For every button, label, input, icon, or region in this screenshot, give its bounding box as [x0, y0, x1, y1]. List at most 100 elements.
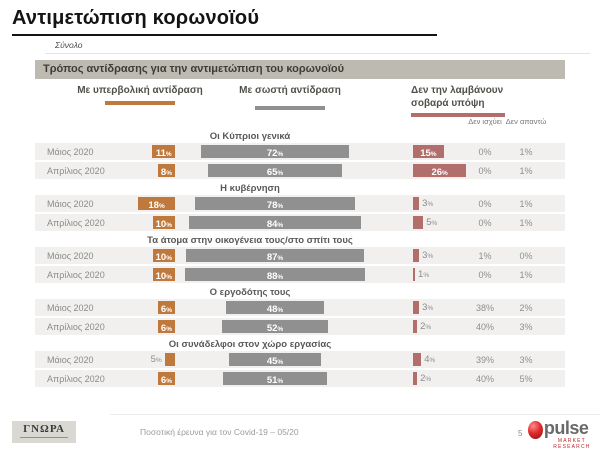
chart-group: Οι συνάδελφοι στον χώρο εργασίας Μάιος 20…: [35, 338, 565, 387]
no-answer-value: 3%: [519, 321, 533, 332]
pulse-logo: pulse market research: [528, 419, 600, 450]
correct-reaction-cell: 84%: [175, 214, 375, 231]
bar-value-label: 6%: [160, 303, 172, 315]
correct-reaction-bar: 52%: [221, 320, 329, 334]
no-answer-value: 1%: [519, 165, 533, 176]
bar-value-label: 18%: [148, 199, 165, 211]
not-serious-bar: [413, 216, 424, 229]
overreaction-bar: 6%: [157, 372, 175, 385]
no-answer-value: 1%: [519, 198, 533, 209]
group-title: Ο εργοδότης τους: [209, 287, 291, 298]
chart-title-bar: Τρόπος αντίδρασης για την αντιμετώπιση τ…: [35, 60, 565, 79]
bar-value-label: 87%: [266, 251, 284, 263]
correct-reaction-cell: 72%: [175, 143, 375, 160]
bar-value-label: 5%: [150, 353, 162, 365]
correct-reaction-cell: 51%: [175, 370, 375, 387]
overreaction-bar: 10%: [152, 249, 175, 262]
not-applicable-value: 0%: [478, 146, 492, 157]
overreaction-bar: 6%: [157, 320, 175, 333]
page-number: 5: [518, 429, 523, 438]
table-row: Μάιος 2020 6% 48% 3% 38% 2%: [35, 299, 565, 316]
correct-reaction-cell: 52%: [175, 318, 375, 335]
chart-group: Τα άτομα στην οικογένεια τους/στο σπίτι …: [35, 234, 565, 283]
overreaction-cell: 10%: [130, 214, 175, 231]
not-serious-bar: 26%: [413, 164, 467, 177]
bar-value-label: 15%: [420, 147, 437, 159]
bar-value-label: 3%: [422, 301, 434, 313]
table-row: Μάιος 2020 5% 45% 4% 39% 3%: [35, 351, 565, 368]
bar-value-label: 2%: [420, 320, 432, 332]
page-title: Αντιμετώπιση κορωνοϊού: [12, 7, 260, 29]
not-applicable-value: 0%: [478, 198, 492, 209]
table-row: Μάιος 2020 10% 87% 3% 1% 0%: [35, 247, 565, 264]
not-applicable-value: 39%: [475, 354, 494, 365]
row-label: Μάιος 2020: [47, 302, 94, 313]
row-label: Απρίλιος 2020: [47, 165, 105, 176]
bar-value-label: 84%: [266, 218, 284, 230]
correct-reaction-cell: 88%: [175, 266, 375, 283]
not-serious-cell: 3%: [375, 195, 465, 212]
bar-value-label: 3%: [422, 249, 434, 261]
bar-value-label: 88%: [266, 270, 284, 282]
overreaction-bar: 18%: [138, 197, 175, 210]
correct-reaction-cell: 48%: [175, 299, 375, 316]
row-label: Μάιος 2020: [47, 250, 94, 261]
no-answer-value: 0%: [519, 250, 533, 261]
bar-value-label: 3%: [422, 197, 434, 209]
chart-rows: Οι Κύπριοι γενικά Μάιος 2020 11% 72% 15% 0% 1%…: [35, 130, 565, 387]
column-header-not-applicable: Δεν ισχύει: [468, 117, 502, 127]
overreaction-bar: 11%: [152, 145, 175, 158]
bar-value-label: 72%: [266, 147, 284, 159]
table-row: Απρίλιος 2020 8% 65% 26% 0% 1%: [35, 162, 565, 179]
not-serious-bar: 15%: [413, 145, 444, 158]
overreaction-cell: 5%: [130, 351, 175, 368]
not-serious-bar: [413, 268, 416, 281]
overreaction-bar: 10%: [152, 216, 175, 230]
pulse-logo-subtext: market research: [553, 438, 591, 450]
legend-correct-reaction-label: Με σωστή αντίδραση: [239, 85, 341, 96]
bar-value-label: 52%: [266, 322, 284, 334]
not-serious-bar: [413, 301, 420, 314]
not-applicable-value: 0%: [478, 217, 492, 228]
correct-reaction-bar: 45%: [228, 353, 322, 367]
not-serious-cell: 3%: [375, 299, 465, 316]
no-answer-value: 1%: [519, 146, 533, 157]
correct-reaction-cell: 65%: [175, 162, 375, 179]
legend-not-serious: Δεν την λαμβάνουν σοβαρά υπόψη: [411, 85, 516, 117]
bar-value-label: 11%: [155, 147, 172, 159]
not-applicable-value: 0%: [478, 165, 492, 176]
correct-reaction-bar: 65%: [208, 164, 342, 177]
group-title: Η κυβέρνηση: [220, 183, 280, 194]
row-label: Απρίλιος 2020: [47, 269, 105, 280]
group-title: Τα άτομα στην οικογένεια τους/στο σπίτι …: [147, 235, 353, 246]
not-serious-cell: 15%: [375, 143, 465, 160]
table-row: Μάιος 2020 18% 78% 3% 0% 1%: [35, 195, 565, 212]
correct-reaction-bar: 51%: [222, 372, 328, 386]
group-title: Οι συνάδελφοι στον χώρο εργασίας: [168, 339, 332, 350]
not-applicable-value: 40%: [475, 321, 494, 332]
overreaction-bar: 8%: [157, 164, 175, 177]
gnora-logo-subline: [20, 437, 68, 439]
correct-reaction-bar: 78%: [195, 197, 355, 210]
overreaction-cell: 18%: [130, 195, 175, 212]
bar-value-label: 51%: [266, 374, 284, 386]
not-serious-bar: [413, 197, 420, 210]
not-serious-cell: 4%: [375, 351, 465, 368]
table-row: Μάιος 2020 11% 72% 15% 0% 1%: [35, 143, 565, 160]
overreaction-cell: 8%: [130, 162, 175, 179]
not-serious-cell: 5%: [375, 214, 465, 231]
table-row: Απρίλιος 2020 6% 51% 2% 40% 5%: [35, 370, 565, 387]
bar-value-label: 1%: [418, 268, 430, 280]
no-answer-value: 1%: [519, 217, 533, 228]
bar-value-label: 10%: [155, 218, 172, 230]
chart-legend: Με υπερβολική αντίδραση Με σωστή αντίδρα…: [35, 79, 565, 129]
bar-value-label: 48%: [266, 303, 284, 315]
not-serious-bar: [413, 353, 422, 366]
legend-overreaction: Με υπερβολική αντίδραση: [75, 85, 205, 105]
chart-group: Οι Κύπριοι γενικά Μάιος 2020 11% 72% 15% 0% 1%…: [35, 130, 565, 179]
no-answer-value: 3%: [519, 354, 533, 365]
correct-reaction-bar: 72%: [201, 145, 349, 158]
bar-value-label: 45%: [266, 355, 284, 367]
overreaction-cell: 6%: [130, 318, 175, 335]
